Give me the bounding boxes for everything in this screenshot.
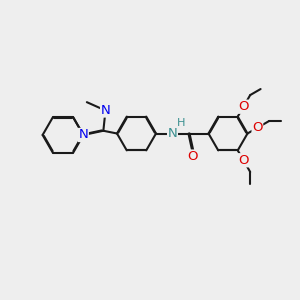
Text: O: O — [238, 154, 249, 167]
Text: N: N — [100, 104, 110, 117]
Text: N: N — [79, 128, 88, 142]
Text: N: N — [168, 127, 177, 140]
Text: O: O — [187, 150, 198, 163]
Text: H: H — [177, 118, 185, 128]
Text: O: O — [238, 100, 249, 113]
Text: O: O — [252, 121, 262, 134]
